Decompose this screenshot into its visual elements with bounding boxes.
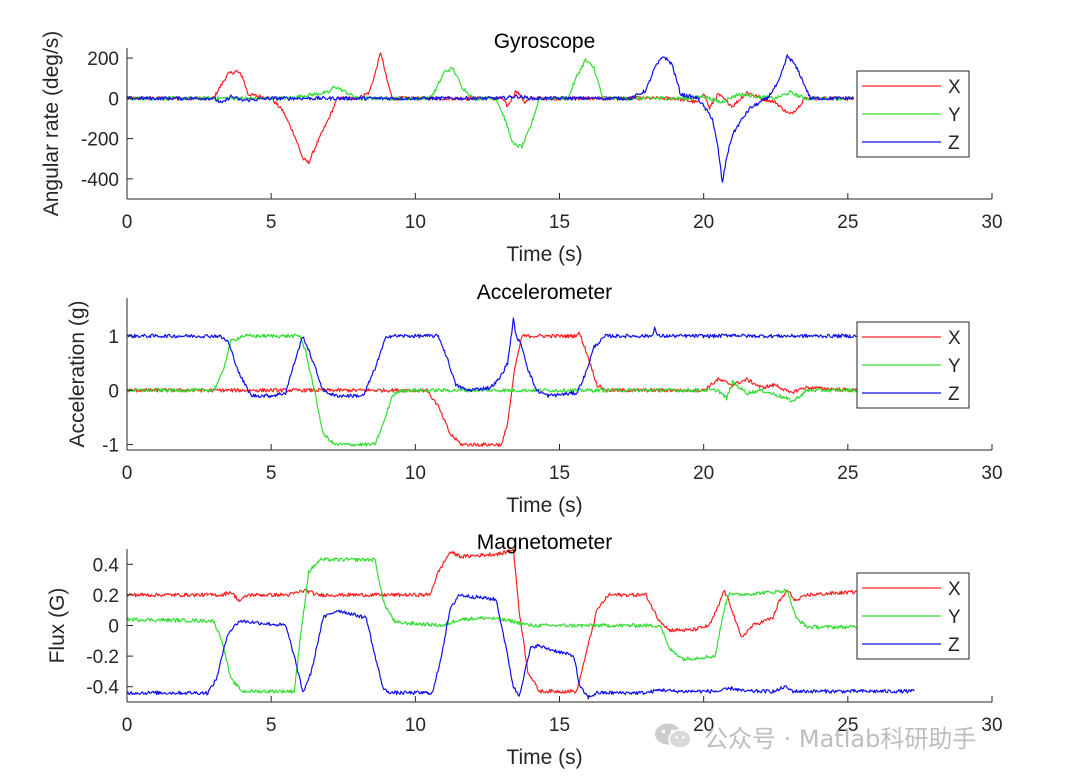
- series-line-y: [127, 58, 855, 149]
- x-tick-label: 15: [549, 463, 570, 484]
- y-tick-label: 0: [108, 617, 119, 638]
- y-tick-label: 0.4: [93, 555, 120, 576]
- legend: XYZ: [856, 572, 970, 660]
- chart-magnetometer: 0 5 10 15 20 25 30 -0.4 -0.2 0 0.2 0.4 Magnetometer T…: [46, 531, 1003, 769]
- x-tick-label: 30: [981, 212, 1002, 233]
- y-tick-label: -0.4: [86, 678, 119, 699]
- y-axis-label: Acceleration (g): [66, 300, 89, 447]
- x-tick-label: 15: [549, 715, 570, 736]
- x-axis-label: Time (s): [506, 494, 582, 517]
- x-tick-label: 20: [693, 212, 714, 233]
- series-line-y: [127, 333, 858, 447]
- chart-title: Gyroscope: [494, 30, 596, 53]
- x-tick-label: 30: [981, 463, 1002, 484]
- x-tick-label: 10: [405, 715, 426, 736]
- x-tick-label: 25: [837, 463, 858, 484]
- y-tick-label: -400: [81, 170, 119, 191]
- y-tick-label: 0: [108, 381, 119, 402]
- x-tick-label: 15: [549, 212, 570, 233]
- legend-label-z: Z: [948, 384, 960, 405]
- legend-label-x: X: [948, 328, 961, 349]
- legend-label-x: X: [948, 77, 961, 98]
- legend-label-y: Y: [948, 105, 961, 126]
- x-tick-label: 30: [981, 715, 1002, 736]
- y-tick-label: 1: [108, 327, 119, 348]
- x-tick-label: 5: [266, 715, 277, 736]
- legend-label-y: Y: [948, 607, 961, 628]
- y-tick-label: -1: [102, 436, 119, 457]
- x-tick-label: 5: [266, 463, 277, 484]
- series-line-z: [127, 54, 855, 183]
- y-tick-label: -200: [81, 130, 119, 151]
- x-tick-label: 25: [837, 715, 858, 736]
- chart-gyroscope: 0 5 10 15 20 25 30 -400 -200 0 200 Gyroscope Time (s…: [40, 30, 1003, 266]
- x-tick-label: 0: [122, 715, 133, 736]
- legend-label-y: Y: [948, 356, 961, 377]
- watermark-text: 公众号 · Matlab科研助手: [704, 724, 977, 753]
- x-tick-label: 20: [693, 715, 714, 736]
- y-axis-label: Flux (G): [46, 588, 69, 664]
- x-tick-label: 10: [405, 212, 426, 233]
- series-line-x: [127, 331, 858, 447]
- y-tick-label: 0: [108, 89, 119, 110]
- x-tick-label: 10: [405, 463, 426, 484]
- y-tick-label: -0.2: [86, 647, 119, 668]
- legend-label-z: Z: [948, 133, 960, 154]
- y-axis-label: Angular rate (deg/s): [40, 31, 63, 217]
- legend-label-x: X: [948, 579, 961, 600]
- x-tick-label: 0: [122, 212, 133, 233]
- x-tick-label: 0: [122, 463, 133, 484]
- chart-title: Magnetometer: [477, 531, 612, 554]
- x-tick-label: 25: [837, 212, 858, 233]
- series-line-z: [127, 317, 857, 399]
- wechat-icon: [655, 723, 692, 749]
- x-tick-label: 5: [266, 212, 277, 233]
- x-axis-label: Time (s): [506, 746, 582, 769]
- legend-label-z: Z: [948, 635, 960, 656]
- series-line-z: [127, 593, 915, 700]
- x-tick-label: 20: [693, 463, 714, 484]
- y-tick-label: 0.2: [93, 586, 119, 607]
- series-line-x: [127, 52, 855, 165]
- legend: XYZ: [856, 321, 970, 409]
- watermark: 公众号 · Matlab科研助手: [652, 718, 976, 754]
- legend: XYZ: [856, 70, 970, 158]
- y-tick-label: 200: [87, 49, 119, 70]
- series-line-y: [127, 557, 857, 694]
- series-line-x: [127, 549, 857, 694]
- chart-title: Accelerometer: [477, 281, 612, 304]
- x-axis-label: Time (s): [506, 243, 582, 266]
